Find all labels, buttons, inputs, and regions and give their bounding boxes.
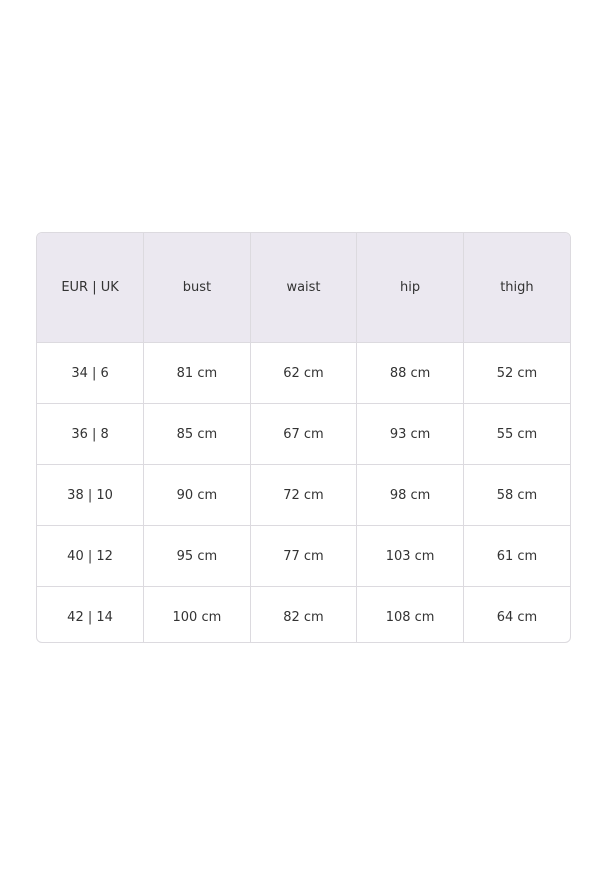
header-cell: hip	[356, 233, 464, 343]
table-cell: 98 cm	[356, 464, 464, 526]
table-body: 34 | 6 81 cm 62 cm 88 cm 52 cm 36 | 8 85 cm 67 …	[37, 342, 570, 642]
table-cell: 42 | 14	[37, 586, 145, 642]
table-cell: 88 cm	[356, 342, 464, 404]
table-cell: 36 | 8	[37, 403, 145, 465]
table-row: 40 | 12 95 cm 77 cm 103 cm 61 cm	[37, 525, 570, 587]
table-cell: 93 cm	[356, 403, 464, 465]
header-cell: waist	[250, 233, 358, 343]
table-row: 38 | 10 90 cm 72 cm 98 cm 58 cm	[37, 464, 570, 526]
table-cell: 90 cm	[143, 464, 251, 526]
header-cell: bust	[143, 233, 251, 343]
table-cell: 108 cm	[356, 586, 464, 642]
table-cell: 55 cm	[463, 403, 570, 465]
table-cell: 34 | 6	[37, 342, 145, 404]
header-cell: EUR | UK	[37, 233, 145, 343]
size-table: EUR | UK bust waist hip thigh 34 | 6 81 cm 62 …	[37, 233, 570, 642]
size-table-frame: EUR | UK bust waist hip thigh 34 | 6 81 cm 62 …	[36, 232, 571, 643]
table-cell: 58 cm	[463, 464, 570, 526]
table-row: 34 | 6 81 cm 62 cm 88 cm 52 cm	[37, 342, 570, 404]
table-cell: 40 | 12	[37, 525, 145, 587]
table-cell: 67 cm	[250, 403, 358, 465]
table-cell: 85 cm	[143, 403, 251, 465]
table-row: 42 | 14 100 cm 82 cm 108 cm 64 cm	[37, 586, 570, 642]
header-cell: thigh	[463, 233, 570, 343]
table-row: 36 | 8 85 cm 67 cm 93 cm 55 cm	[37, 403, 570, 465]
header-row: EUR | UK bust waist hip thigh	[37, 233, 570, 343]
table-cell: 100 cm	[143, 586, 251, 642]
table-cell: 61 cm	[463, 525, 570, 587]
table-cell: 62 cm	[250, 342, 358, 404]
table-cell: 52 cm	[463, 342, 570, 404]
table-cell: 72 cm	[250, 464, 358, 526]
table-cell: 64 cm	[496, 609, 538, 625]
table-cell: 38 | 10	[37, 464, 145, 526]
table-cell: 81 cm	[143, 342, 251, 404]
table-cell: 82 cm	[250, 586, 358, 642]
table-cell: 103 cm	[356, 525, 464, 587]
table-cell: 95 cm	[143, 525, 251, 587]
table-cell: 77 cm	[250, 525, 358, 587]
